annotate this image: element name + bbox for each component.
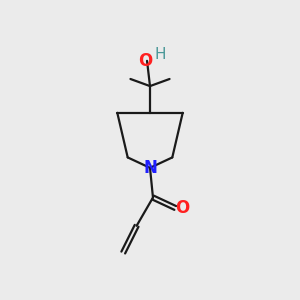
Text: O: O	[175, 199, 189, 217]
Text: N: N	[143, 159, 157, 177]
Text: H: H	[155, 47, 166, 62]
Text: O: O	[138, 52, 153, 70]
